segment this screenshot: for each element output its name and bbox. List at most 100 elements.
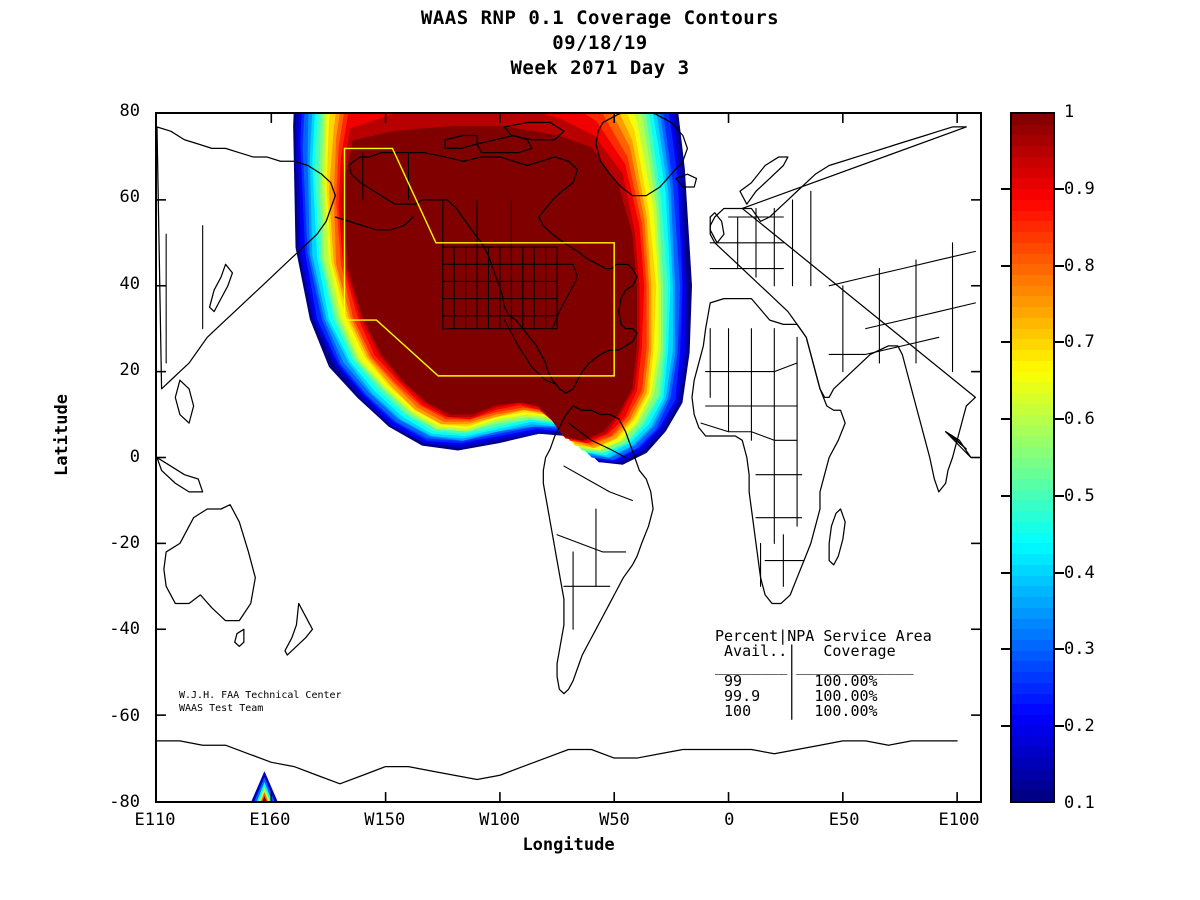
map-outline (828, 250, 976, 287)
map-outline (741, 126, 967, 222)
colorbar-band (1012, 554, 1053, 565)
map-outline (348, 152, 638, 394)
colorbar-band (1012, 629, 1053, 640)
colorbar-band (1012, 403, 1053, 415)
colorbar-band (1012, 339, 1053, 351)
colorbar-band (1012, 425, 1053, 437)
map-outline (157, 456, 204, 493)
colorbar-band (1012, 393, 1053, 404)
colorbar-band (1012, 597, 1053, 608)
colorbar-band (1012, 747, 1053, 759)
colorbar-tick-label: 0.7 (1064, 332, 1095, 353)
colorbar-band (1012, 511, 1053, 522)
x-axis-tick-label: E110 (134, 810, 176, 830)
colorbar-band (1012, 575, 1053, 587)
map-outline (174, 379, 195, 424)
colorbar-band (1012, 199, 1053, 211)
figure-title-block: WAAS RNP 0.1 Coverage Contours 09/18/19 … (0, 6, 1200, 81)
credit-text: W.J.H. FAA Technical Center WAAS Test Te… (179, 689, 342, 715)
colorbar-band (1012, 661, 1053, 673)
coverage-band (262, 796, 267, 801)
colorbar-tick-label: 0.2 (1064, 716, 1095, 737)
map-outline (828, 508, 846, 566)
credit-line-1: W.J.H. FAA Technical Center (179, 690, 342, 701)
npa-service-area-outline (343, 147, 615, 377)
colorbar-band (1012, 618, 1053, 630)
map-outline (556, 534, 627, 553)
stats-table-row: 99 | 100.00% (715, 672, 878, 690)
y-axis-tick-label: 60 (119, 187, 140, 208)
colorbar-band (1012, 779, 1053, 791)
map-outline (563, 465, 634, 501)
axis-tick-marks (157, 114, 980, 801)
y-axis-tick-label: -40 (109, 619, 140, 640)
colorbar-band (1012, 414, 1053, 426)
colorbar-band (1012, 436, 1053, 447)
map-outline (542, 405, 654, 695)
colorbar-band (1012, 725, 1053, 737)
map-outline (709, 212, 725, 244)
y-axis-tick-label: -20 (109, 532, 140, 553)
colorbar-band (1012, 736, 1053, 748)
map-outline (208, 263, 234, 313)
colorbar-band (1012, 328, 1053, 340)
figure-title-line-1: WAAS RNP 0.1 Coverage Contours (420, 7, 780, 29)
colorbar-band (1012, 360, 1053, 372)
colorbar-band (1012, 296, 1053, 308)
x-axis-tick-label: W100 (479, 810, 521, 830)
figure-title-line-3: Week 2071 Day 3 (510, 57, 690, 79)
colorbar-tick-label: 0.5 (1064, 485, 1095, 506)
colorbar-tick-mark (1001, 648, 1010, 651)
colorbar-tick-label: 0.4 (1064, 562, 1095, 583)
map-outline (503, 319, 558, 386)
credit-line-2: WAAS Test Team (179, 703, 264, 714)
stats-table-row: 99.9 | 100.00% (715, 687, 878, 705)
x-axis-tick-label: W50 (599, 810, 630, 830)
colorbar-tick-mark (1001, 341, 1010, 344)
map-outline (234, 628, 245, 648)
colorbar-tick-label: 0.6 (1064, 409, 1095, 430)
colorbar-band (1012, 350, 1053, 361)
map-outline (739, 156, 789, 205)
map-outline (157, 126, 336, 390)
colorbar-band (1012, 639, 1053, 651)
colorbar-band (1012, 221, 1053, 233)
colorbar-tick-label: 0.3 (1064, 639, 1095, 660)
map-outline (444, 134, 478, 150)
map-canvas (157, 114, 980, 801)
map-outline (567, 422, 627, 459)
colorbar-tick-label: 0.1 (1064, 793, 1095, 813)
colorbar-tick-mark (1001, 264, 1010, 267)
colorbar-tick-mark (1055, 341, 1064, 344)
colorbar-band (1012, 253, 1053, 265)
colorbar-band (1012, 264, 1053, 276)
map-outline (551, 263, 579, 330)
map-outline (828, 336, 940, 355)
colorbar-band (1012, 543, 1053, 555)
map-outline (865, 302, 976, 330)
map-outline (595, 114, 689, 197)
map-outline (334, 216, 414, 231)
political-borders-layer (165, 152, 976, 630)
colorbar-band (1012, 156, 1053, 168)
colorbar-tick-mark (1055, 725, 1064, 728)
x-axis-tick-label: E160 (249, 810, 291, 830)
coverage-band (343, 125, 638, 441)
colorbar-band (1012, 457, 1053, 469)
colorbar-tick-label: 0.9 (1064, 178, 1095, 199)
colorbar-band (1012, 532, 1053, 544)
colorbar-tick-mark (1055, 418, 1064, 421)
colorbar-band (1012, 275, 1053, 286)
y-axis-tick-label: -60 (109, 705, 140, 726)
colorbar-band (1012, 607, 1053, 619)
stats-table-divider: ________|_____________ (715, 657, 914, 675)
map-outline (476, 134, 533, 154)
map-outline (945, 431, 967, 450)
map-outline (163, 504, 256, 622)
y-axis-tick-label: 0 (129, 446, 140, 467)
colorbar-band (1012, 682, 1053, 694)
colorbar-band (1012, 704, 1053, 716)
colorbar-band (1012, 242, 1053, 254)
colorbar-band (1012, 564, 1053, 576)
